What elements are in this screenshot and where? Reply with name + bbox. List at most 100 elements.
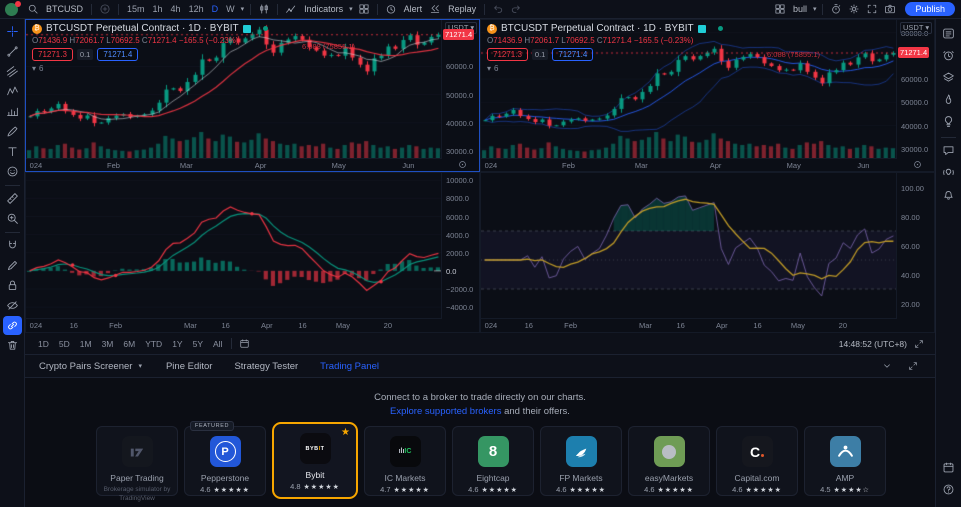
chart-pane-rsi[interactable]: 100.00 80.00 60.00 40.00 20.00 024 16 Feb Mar 16 A… [480,172,935,333]
chevron-down-icon[interactable]: ▾ [240,6,245,13]
chart-title[interactable]: BTCUSDT Perpetual Contract · 1D · BYBIT [46,23,239,34]
range-1m[interactable]: 1M [79,338,92,349]
go-to-date-icon[interactable] [236,333,253,354]
tab-strategy-tester[interactable]: Strategy Tester [234,360,299,372]
trend-line-tool[interactable] [3,42,22,61]
plus-circle-icon[interactable] [96,0,114,18]
layout-name[interactable]: bull [792,4,807,14]
chart-pane-macd[interactable]: 10000.0 8000.0 6000.0 4000.0 2000.0 0.0 −2000.… [25,172,480,333]
publish-button[interactable]: Publish [905,2,955,16]
broker-card-amp[interactable]: AMP 4.5 ★★★★☆ [804,426,886,496]
notifications-button[interactable] [939,185,958,204]
broker-card-pepperstone[interactable]: FEATURED P Pepperstone 4.6 ★★★★★ [184,421,266,496]
indicators-button[interactable]: Indicators [304,4,344,14]
panel-expand-icon[interactable] [905,361,921,371]
interval-15m[interactable]: 15m [127,4,145,14]
interval-D[interactable]: D [211,4,219,14]
time-axis[interactable]: 024 16 Feb Mar 16 Apr 16 May 20 [481,318,897,332]
price-axis[interactable]: 60000.0 50000.0 40000.0 30000.0 71271.4 USDT … [441,20,479,158]
interval-12h[interactable]: 12h [188,4,204,14]
reset-zoom-icon[interactable] [457,159,468,170]
range-5d[interactable]: 5D [58,338,70,349]
range-ytd[interactable]: YTD [145,338,163,349]
channels-tool[interactable] [3,62,22,81]
indicators-icon[interactable] [282,0,300,18]
collapsed-indicators-chip[interactable]: ▾ 6 [487,64,723,73]
clock[interactable]: 14:48:52 (UTC+8) [838,338,907,349]
buy-button[interactable]: 71271.4 [97,48,139,61]
layers-button[interactable] [939,68,958,87]
broker-card-ic-markets[interactable]: ılıIC IC Markets 4.7 ★★★★★ [364,426,446,496]
text-tool[interactable] [3,142,22,161]
alert-button[interactable]: Alert [403,4,423,14]
lock-tool[interactable] [3,276,22,295]
streams-button[interactable] [939,163,958,182]
buy-button[interactable]: 71271.4 [552,48,594,61]
ruler-tool[interactable] [3,189,22,208]
range-1y[interactable]: 1Y [172,338,183,349]
hotlists-button[interactable] [939,90,958,109]
reset-zoom-icon[interactable] [912,159,923,170]
search-icon[interactable] [24,0,42,18]
user-avatar[interactable] [5,0,21,16]
grid4-icon[interactable] [771,0,789,18]
grid4-icon[interactable] [355,0,373,18]
tab-crypto-pairs-screener[interactable]: Crypto Pairs Screener ▾ [39,360,142,372]
gear-icon[interactable] [845,0,863,18]
pattern-tool[interactable] [3,82,22,101]
brush-tool[interactable] [3,122,22,141]
broker-card-capital-com[interactable]: C Capital.com 4.6 ★★★★★ [716,426,798,496]
forecast-tool[interactable] [3,102,22,121]
range-1d[interactable]: 1D [38,338,49,349]
chart-pane-price-bollinger[interactable]: 80000.0 60000.0 50000.0 40000.0 30000.0 71271… [480,19,935,172]
broker-card-eightcap[interactable]: 8 Eightcap 4.6 ★★★★★ [452,426,534,496]
price-axis[interactable]: 100.00 80.00 60.00 40.00 20.00 [896,173,934,318]
range-5y[interactable]: 5Y [192,338,203,349]
chart-canvas-price-bollinger[interactable] [481,20,897,158]
broker-card-bybit[interactable]: ★ BYBIT Bybit 4.8 ★★★★★ [272,422,358,499]
price-axis[interactable]: 80000.0 60000.0 50000.0 40000.0 30000.0 71271… [896,20,934,158]
broker-card-easymarkets[interactable]: easyMarkets 4.6 ★★★★★ [628,426,710,496]
chevron-down-icon[interactable]: ▾ [812,6,817,13]
replay-icon[interactable] [426,0,444,18]
alert-clock-icon[interactable] [382,0,400,18]
chat-button[interactable] [939,141,958,160]
panel-collapse-icon[interactable] [879,361,895,371]
chart-canvas-rsi[interactable] [481,173,897,318]
collapsed-indicators-chip[interactable]: ▾ 6 [32,64,268,73]
crosshair-tool[interactable] [3,22,22,41]
tab-trading-panel[interactable]: Trading Panel [320,360,379,372]
broker-card-paper-trading[interactable]: Paper Trading Brokerage simulator by Trad… [96,426,178,502]
magnet-tool[interactable] [3,236,22,255]
interval-4h[interactable]: 4h [170,4,181,14]
explore-brokers-link[interactable]: Explore supported brokers [390,406,502,417]
time-axis[interactable]: 024 16 Feb Mar 16 Apr 16 May 20 [26,318,442,332]
candles-icon[interactable] [255,0,273,18]
sell-button[interactable]: 71271.3 [32,48,73,61]
time-axis[interactable]: 024 Feb Mar Apr May Jun [481,158,897,171]
sync-drawings-tool[interactable] [2,316,22,335]
chart-canvas-macd[interactable] [26,173,442,318]
replay-button[interactable]: Replay [448,4,477,14]
emoji-tool[interactable] [3,162,22,181]
symbol-search-button[interactable]: BTCUSD [46,4,84,14]
calendar-button[interactable] [939,458,958,477]
chevron-down-icon[interactable]: ▾ [349,6,353,13]
chart-canvas-price-main[interactable] [26,20,442,158]
undo-icon[interactable] [489,0,507,18]
broker-card-fp-markets[interactable]: FP Markets 4.6 ★★★★★ [540,426,622,496]
scale-adjust-icon[interactable] [911,333,927,354]
help-button[interactable] [939,480,958,499]
zoom-in-tool[interactable] [3,209,22,228]
currency-dropdown[interactable]: USDT ▾ [900,22,933,34]
chart-pane-price-main[interactable]: 60000.0 50000.0 40000.0 30000.0 71271.4 USDT … [25,19,480,172]
range-3m[interactable]: 3M [101,338,114,349]
ideas-button[interactable] [939,112,958,131]
range-6m[interactable]: 6M [123,338,136,349]
redo-icon[interactable] [507,0,525,18]
remove-tool[interactable] [3,336,22,355]
sell-button[interactable]: 71271.3 [487,48,528,61]
drawing-mode-tool[interactable] [3,256,22,275]
camera-icon[interactable] [881,0,899,18]
watchlist-button[interactable] [939,24,958,43]
